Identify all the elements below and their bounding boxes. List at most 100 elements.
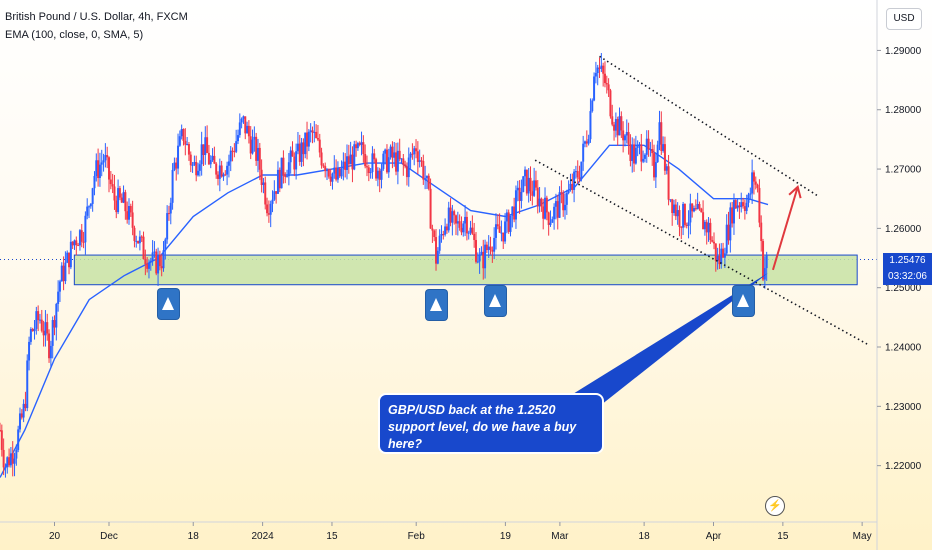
candle-body <box>687 222 690 226</box>
candle-body <box>487 246 490 251</box>
candle-body <box>213 155 216 164</box>
candle-body <box>162 250 165 269</box>
x-tick-label: 15 <box>326 531 338 542</box>
candle-body <box>158 255 161 267</box>
candle-body <box>616 119 619 136</box>
candle-body <box>633 144 636 164</box>
candle-body <box>449 207 452 223</box>
x-tick-label: 18 <box>639 531 651 542</box>
candle-body <box>195 161 198 176</box>
candle-body <box>683 204 686 225</box>
candle-body <box>258 147 261 170</box>
candle-body <box>542 206 545 219</box>
candle-body <box>502 232 505 242</box>
candle-body <box>222 174 225 177</box>
candle-body <box>460 227 463 233</box>
lightning-bolt-icon[interactable]: ⚡ <box>765 496 785 516</box>
candle-body <box>654 162 657 178</box>
currency-button[interactable]: USD <box>886 8 922 30</box>
candle-body <box>226 165 229 175</box>
candle-body <box>456 221 459 224</box>
forecast-arrow <box>771 186 799 271</box>
candle-body <box>364 154 367 167</box>
candle-body <box>678 210 681 227</box>
candle-body <box>591 100 594 112</box>
candle-body <box>4 467 7 469</box>
candle-body <box>513 206 516 220</box>
candle-body <box>117 188 120 213</box>
candle-body <box>602 65 605 74</box>
candle-body <box>494 224 497 238</box>
candle-body <box>583 141 586 144</box>
candle-body <box>233 151 236 153</box>
candle-body <box>135 240 138 242</box>
candle-body <box>516 187 519 191</box>
candle-body <box>723 253 726 258</box>
candle-body <box>286 176 289 178</box>
candle-body <box>756 184 759 188</box>
y-tick-label: 1.25000 <box>885 283 922 294</box>
last-price-tag: 1.25476 03:32:06 <box>883 253 932 285</box>
candle-body <box>307 131 310 147</box>
candle-body <box>202 144 205 156</box>
candle-body <box>565 192 568 205</box>
candle-body <box>435 237 438 264</box>
candle-body <box>596 67 599 74</box>
candle-body <box>467 232 470 234</box>
candle-body <box>582 143 585 162</box>
candle-body <box>387 157 390 173</box>
candle-body <box>326 169 329 172</box>
candle-body <box>347 156 350 165</box>
candle-body <box>142 236 145 260</box>
candle-body <box>462 223 465 233</box>
candle-body <box>204 137 207 156</box>
candle-body <box>480 251 483 255</box>
candle-body <box>762 241 765 280</box>
candle-body <box>554 201 557 207</box>
candle-body <box>315 131 318 138</box>
candle-body <box>351 154 354 170</box>
candle-body <box>253 136 256 140</box>
candle-body <box>445 226 448 231</box>
candle-body <box>108 157 111 180</box>
candle-body <box>356 143 359 149</box>
trendline <box>599 55 818 197</box>
candle-body <box>711 240 714 242</box>
candle-body <box>407 157 410 178</box>
candle-body <box>171 169 174 203</box>
candle-body <box>529 177 532 192</box>
candle-body <box>124 192 127 212</box>
candle-body <box>656 144 659 163</box>
candle-body <box>102 160 105 163</box>
candle-body <box>198 164 201 171</box>
candle-body <box>331 173 334 182</box>
candle-body <box>360 142 363 145</box>
candle-body <box>255 136 258 161</box>
x-tick-label: Apr <box>706 531 722 542</box>
candle-body <box>35 311 38 329</box>
candle-body <box>358 143 361 145</box>
candle-body <box>455 215 458 224</box>
candle-body <box>71 241 74 246</box>
up-triangle-icon <box>488 293 501 307</box>
candle-body <box>126 211 129 220</box>
buy-marker <box>157 288 179 319</box>
x-tick-label: Feb <box>408 531 426 542</box>
candle-body <box>284 175 287 177</box>
candle-body <box>240 118 243 123</box>
candle-body <box>536 187 539 207</box>
candle-body <box>55 303 58 328</box>
candle-body <box>722 248 725 258</box>
chart-title: British Pound / U.S. Dollar, 4h, FXCM <box>5 11 188 23</box>
candle-body <box>638 144 641 146</box>
buy-marker <box>484 285 506 316</box>
candle-body <box>642 158 645 162</box>
candle-body <box>336 168 339 180</box>
candle-body <box>564 204 567 211</box>
candle-body <box>169 202 172 214</box>
candle-body <box>518 187 521 201</box>
candle-body <box>369 172 372 174</box>
candle-body <box>13 458 16 464</box>
candle-body <box>560 192 563 194</box>
